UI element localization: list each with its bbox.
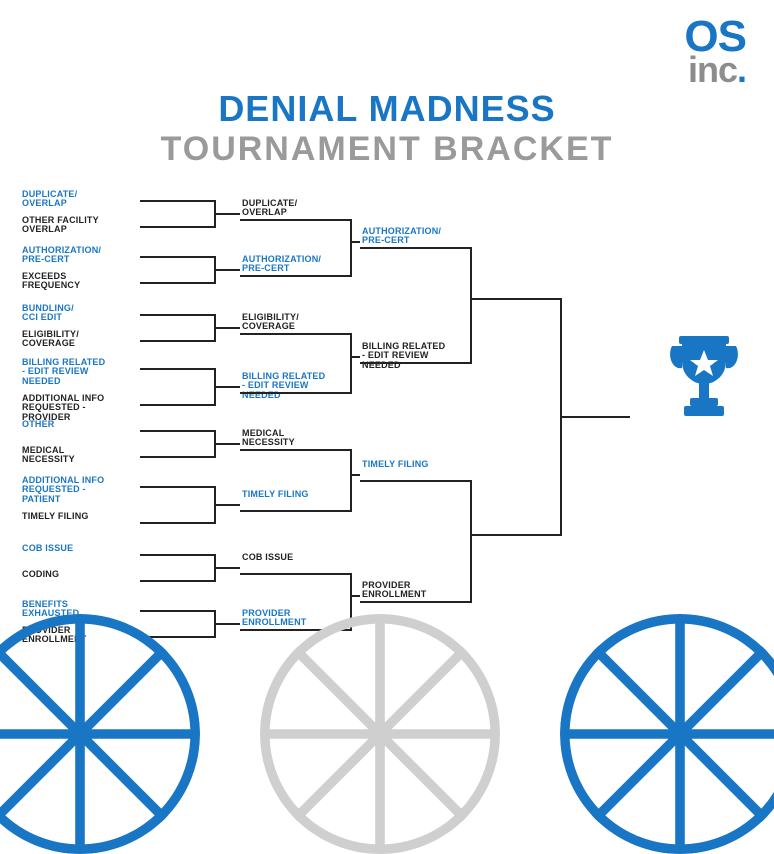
bracket-label: BILLING RELATED- EDIT REVIEWNEEDED bbox=[362, 342, 474, 370]
bracket-label: AUTHORIZATION/PRE-CERT bbox=[242, 255, 354, 274]
bracket-label: BUNDLING/CCI EDIT bbox=[22, 304, 130, 323]
bracket-label: MEDICALNECESSITY bbox=[242, 429, 354, 448]
bracket-label: AUTHORIZATION/PRE-CERT bbox=[362, 227, 474, 246]
bracket-line bbox=[350, 474, 360, 476]
bracket-label: PROVIDERENROLLMENT bbox=[362, 581, 474, 600]
bracket-line bbox=[470, 534, 480, 536]
bracket-line bbox=[360, 480, 470, 482]
bracket-line bbox=[240, 275, 350, 277]
bracket-line bbox=[350, 356, 360, 358]
bracket-line bbox=[140, 486, 214, 488]
bracket-line bbox=[480, 298, 560, 300]
bracket-line bbox=[240, 573, 350, 575]
basketball-icon bbox=[260, 614, 500, 854]
bracket-line bbox=[350, 219, 352, 277]
bracket-line bbox=[240, 510, 350, 512]
bracket-line bbox=[214, 327, 240, 329]
bracket-label: MEDICALNECESSITY bbox=[22, 446, 130, 465]
bracket-line bbox=[140, 256, 214, 258]
trophy-icon bbox=[664, 330, 744, 435]
bracket-line bbox=[360, 247, 470, 249]
bracket-line bbox=[140, 430, 214, 432]
bracket-line bbox=[140, 580, 214, 582]
bracket-line bbox=[214, 567, 240, 569]
bracket-line bbox=[140, 282, 214, 284]
bracket-label: DUPLICATE/OVERLAP bbox=[22, 190, 130, 209]
bracket-label: ELIGIBILITY/COVERAGE bbox=[242, 313, 354, 332]
bracket-label: OTHER bbox=[22, 420, 130, 429]
bracket-line bbox=[470, 480, 472, 603]
bracket-line bbox=[140, 226, 214, 228]
bracket-line bbox=[140, 340, 214, 342]
title-sub: TOURNAMENT BRACKET bbox=[0, 130, 774, 169]
bracket-label: TIMELY FILING bbox=[22, 512, 130, 521]
logo-dot: . bbox=[737, 49, 746, 90]
logo-bottom-text: inc bbox=[688, 49, 737, 90]
bracket-line bbox=[240, 392, 350, 394]
bracket-label: COB ISSUE bbox=[242, 553, 354, 562]
bracket-line bbox=[350, 595, 360, 597]
bracket-line bbox=[214, 386, 240, 388]
logo: OS inc. bbox=[684, 18, 746, 86]
title-main: DENIAL MADNESS bbox=[0, 88, 774, 130]
bracket-line bbox=[470, 298, 480, 300]
bracket-line bbox=[140, 200, 214, 202]
bracket-label: ELIGIBILITY/COVERAGE bbox=[22, 330, 130, 349]
bracket-label: TIMELY FILING bbox=[242, 490, 354, 499]
bracket-line bbox=[350, 449, 352, 512]
bracket-line bbox=[350, 333, 352, 394]
bracket-label: TIMELY FILING bbox=[362, 460, 474, 469]
bracket-line bbox=[214, 443, 240, 445]
bracket-label: OTHER FACILITYOVERLAP bbox=[22, 216, 130, 235]
bracket-label: COB ISSUE bbox=[22, 544, 130, 553]
bracket-line bbox=[240, 333, 350, 335]
bracket-label: BILLING RELATED- EDIT REVIEWNEEDED bbox=[242, 372, 354, 400]
bracket-line bbox=[214, 504, 240, 506]
bracket-line bbox=[140, 456, 214, 458]
bracket-line bbox=[470, 247, 472, 364]
bracket-label: AUTHORIZATION/PRE-CERT bbox=[22, 246, 130, 265]
bracket-line bbox=[214, 623, 240, 625]
bracket-label: BILLING RELATED- EDIT REVIEWNEEDED bbox=[22, 358, 130, 386]
bracket-line bbox=[360, 601, 470, 603]
bracket-line bbox=[214, 269, 240, 271]
bracket-label: ADDITIONAL INFOREQUESTED -PATIENT bbox=[22, 476, 130, 504]
bracket-line bbox=[240, 219, 350, 221]
bracket-label: DUPLICATE/OVERLAP bbox=[242, 199, 354, 218]
bracket-line bbox=[214, 213, 240, 215]
bracket-line bbox=[140, 554, 214, 556]
bracket-line bbox=[140, 368, 214, 370]
bracket-label: CODING bbox=[22, 570, 130, 579]
bracket-line bbox=[350, 241, 360, 243]
bracket-line bbox=[140, 522, 214, 524]
bracket-line bbox=[480, 534, 560, 536]
bracket-line bbox=[360, 362, 470, 364]
bracket-line bbox=[140, 404, 214, 406]
bracket-line bbox=[140, 610, 214, 612]
bracket-label: EXCEEDSFREQUENCY bbox=[22, 272, 130, 291]
logo-bottom: inc. bbox=[684, 55, 746, 86]
bracket-line bbox=[140, 314, 214, 316]
bracket-line bbox=[560, 416, 630, 418]
page-title: DENIAL MADNESS TOURNAMENT BRACKET bbox=[0, 88, 774, 169]
tournament-bracket: DUPLICATE/OVERLAP OTHER FACILITYOVERLAP AU… bbox=[0, 186, 774, 666]
bracket-line bbox=[240, 449, 350, 451]
